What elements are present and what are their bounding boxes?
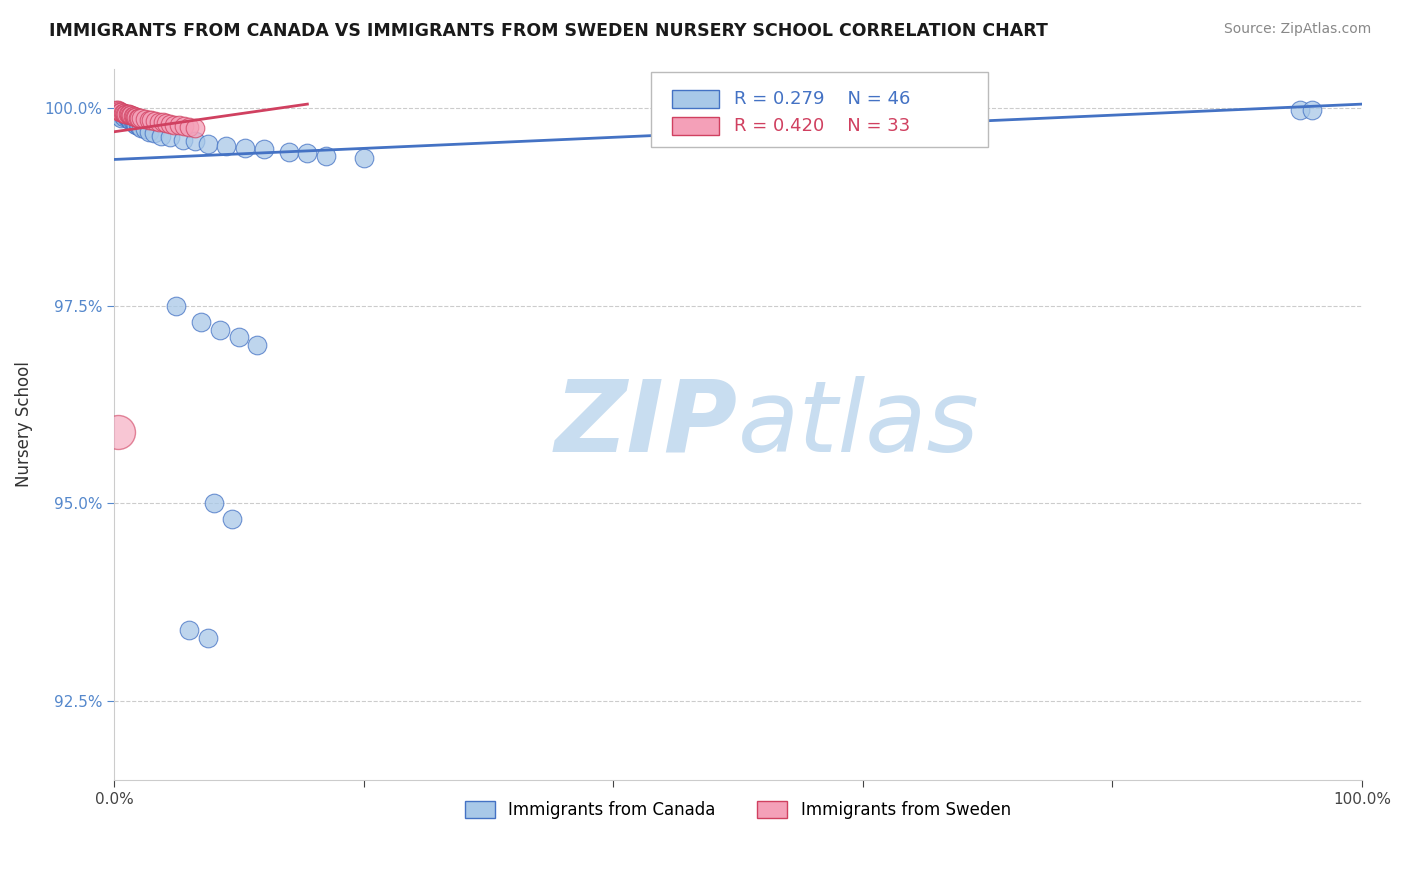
Text: IMMIGRANTS FROM CANADA VS IMMIGRANTS FROM SWEDEN NURSERY SCHOOL CORRELATION CHAR: IMMIGRANTS FROM CANADA VS IMMIGRANTS FRO… bbox=[49, 22, 1047, 40]
Point bbox=[131, 120, 153, 135]
Point bbox=[134, 112, 156, 127]
Point bbox=[108, 104, 131, 119]
Point bbox=[128, 111, 150, 125]
Point bbox=[121, 115, 143, 129]
Point bbox=[122, 114, 145, 128]
Point bbox=[215, 139, 238, 153]
Point bbox=[184, 134, 207, 148]
Point bbox=[143, 113, 166, 128]
Point bbox=[117, 107, 139, 121]
Point bbox=[152, 115, 174, 129]
Point bbox=[108, 109, 131, 123]
Point bbox=[155, 116, 177, 130]
Point bbox=[108, 107, 131, 121]
Point bbox=[142, 127, 165, 141]
Point bbox=[246, 338, 269, 352]
Point bbox=[107, 103, 129, 118]
Point bbox=[177, 623, 200, 637]
Point bbox=[112, 110, 135, 124]
Point bbox=[277, 145, 299, 159]
Point bbox=[112, 105, 135, 120]
Point bbox=[120, 108, 142, 122]
Text: Source: ZipAtlas.com: Source: ZipAtlas.com bbox=[1223, 22, 1371, 37]
Point bbox=[172, 133, 194, 147]
FancyBboxPatch shape bbox=[651, 72, 987, 147]
Point bbox=[138, 125, 160, 139]
Point bbox=[120, 113, 142, 128]
Point bbox=[177, 120, 200, 134]
FancyBboxPatch shape bbox=[672, 90, 720, 109]
Point bbox=[114, 106, 136, 120]
Point bbox=[111, 105, 134, 120]
Point bbox=[221, 512, 243, 526]
Point bbox=[115, 109, 138, 123]
Point bbox=[163, 118, 186, 132]
Point bbox=[114, 106, 136, 120]
Point bbox=[208, 322, 231, 336]
Text: R = 0.279    N = 46: R = 0.279 N = 46 bbox=[734, 90, 911, 108]
Point bbox=[173, 120, 195, 134]
Point bbox=[190, 315, 212, 329]
Point bbox=[134, 122, 156, 136]
Point bbox=[228, 330, 250, 344]
Point bbox=[131, 112, 153, 126]
Point bbox=[159, 117, 181, 131]
Point bbox=[107, 425, 129, 440]
Point bbox=[110, 105, 132, 120]
Point bbox=[253, 142, 276, 156]
Point bbox=[150, 128, 173, 143]
Point bbox=[125, 110, 148, 124]
Point bbox=[197, 136, 219, 151]
Point bbox=[297, 146, 319, 161]
Point bbox=[120, 112, 142, 127]
Point bbox=[184, 120, 207, 135]
FancyBboxPatch shape bbox=[672, 117, 720, 136]
Point bbox=[121, 109, 143, 123]
Point bbox=[127, 119, 149, 133]
Point bbox=[111, 108, 134, 122]
Point bbox=[118, 112, 141, 126]
Point bbox=[141, 112, 163, 127]
Text: atlas: atlas bbox=[738, 376, 980, 473]
Point bbox=[202, 496, 225, 510]
Point bbox=[1288, 103, 1310, 118]
Point bbox=[118, 107, 141, 121]
Point bbox=[1301, 103, 1323, 117]
Point bbox=[233, 140, 256, 154]
Point bbox=[148, 114, 170, 128]
Point bbox=[115, 106, 138, 120]
Point bbox=[125, 118, 148, 132]
Point bbox=[122, 109, 145, 123]
Point bbox=[197, 631, 219, 645]
Point bbox=[105, 103, 128, 117]
Point bbox=[124, 110, 146, 124]
Point bbox=[107, 106, 129, 120]
Text: R = 0.420    N = 33: R = 0.420 N = 33 bbox=[734, 117, 911, 136]
Point bbox=[128, 120, 150, 134]
Point bbox=[165, 299, 187, 313]
Point bbox=[120, 108, 142, 122]
Point bbox=[353, 151, 375, 165]
Point bbox=[138, 112, 160, 127]
Point bbox=[108, 105, 131, 120]
Point bbox=[127, 111, 149, 125]
Point bbox=[159, 130, 181, 145]
Point bbox=[105, 105, 128, 120]
Point bbox=[124, 117, 146, 131]
Legend: Immigrants from Canada, Immigrants from Sweden: Immigrants from Canada, Immigrants from … bbox=[458, 794, 1018, 825]
Point bbox=[117, 111, 139, 125]
Y-axis label: Nursery School: Nursery School bbox=[15, 361, 32, 487]
Point bbox=[110, 111, 132, 125]
Point bbox=[315, 148, 337, 162]
Text: ZIP: ZIP bbox=[555, 376, 738, 473]
Point bbox=[167, 119, 190, 133]
